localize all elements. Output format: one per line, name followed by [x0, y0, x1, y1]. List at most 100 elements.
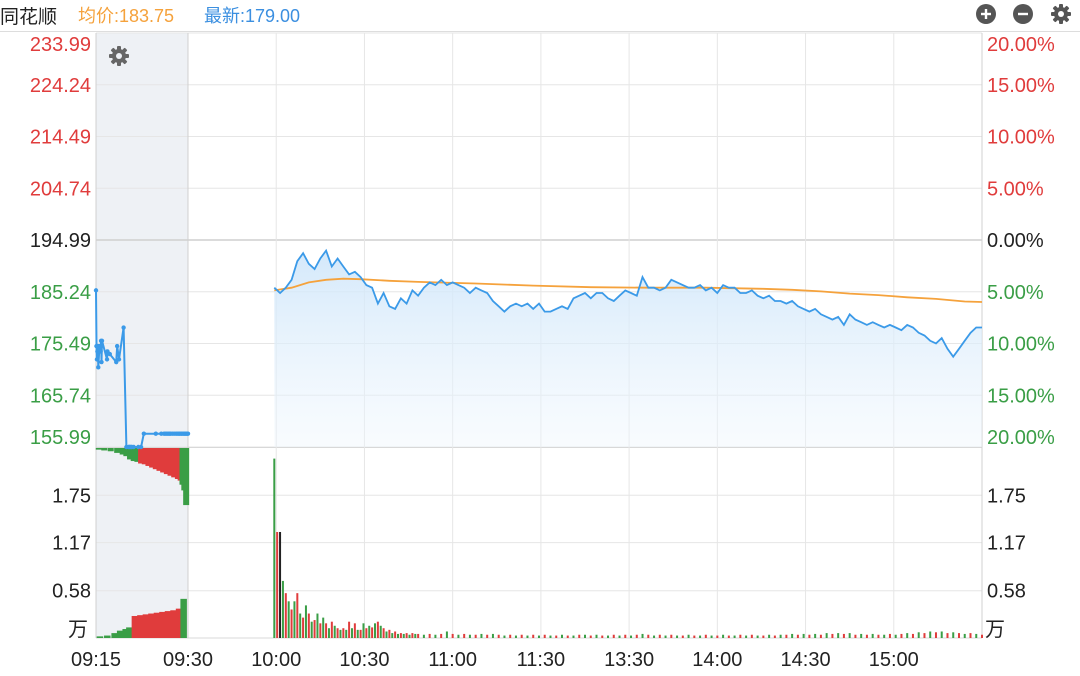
volume-bar: [434, 634, 437, 638]
volume-tick-label: 1.17: [987, 533, 1026, 555]
volume-bar: [310, 621, 313, 638]
volume-bar: [342, 628, 345, 638]
plus-circle-icon[interactable]: [975, 3, 997, 25]
volume-bar: [934, 632, 937, 638]
avg-price-label: 均价:183.75: [78, 6, 175, 26]
volume-bar: [727, 635, 730, 638]
volume-bar: [405, 633, 408, 638]
volume-bar: [325, 623, 328, 638]
volume-bar: [327, 628, 330, 638]
volume-bar: [762, 635, 765, 638]
premarket-volume-bar: [163, 448, 170, 475]
premarket-volume-bar: [96, 636, 104, 638]
volume-bar: [716, 635, 719, 638]
volume-bar: [733, 635, 736, 638]
premarket-volume-bar: [116, 630, 124, 638]
volume-bar: [699, 635, 702, 638]
premarket-price-point: [116, 357, 122, 362]
volume-bar: [917, 632, 920, 638]
volume-bar: [612, 634, 615, 638]
volume-bar: [693, 635, 696, 638]
volume-bar: [946, 633, 949, 638]
volume-bar: [710, 635, 713, 638]
time-tick-label: 11:00: [428, 649, 477, 671]
volume-bar: [819, 634, 822, 638]
premarket-price-point: [99, 359, 104, 365]
volume-bar: [497, 634, 500, 638]
volume-bar: [618, 635, 621, 638]
volume-bar: [414, 633, 417, 638]
price-tick-label: 224.24: [30, 75, 91, 97]
volume-bar: [371, 627, 374, 638]
volume-bar: [368, 625, 371, 638]
volume-bar: [330, 621, 333, 638]
premarket-volume-bar: [137, 615, 144, 638]
premarket-volume-bar: [138, 448, 145, 464]
volume-bar: [641, 633, 644, 638]
premarket-volume-bar: [142, 614, 150, 638]
premarket-price-point: [153, 431, 158, 436]
minus-circle-icon[interactable]: [1012, 3, 1034, 25]
gear-icon[interactable]: [1050, 3, 1072, 25]
premarket-price-point: [185, 431, 191, 436]
gear-icon[interactable]: [109, 46, 129, 66]
volume-bar: [422, 634, 425, 638]
premarket-volume-bar: [101, 448, 108, 451]
volume-tick-label: 1.75: [52, 485, 91, 507]
price-tick-label: 233.99: [30, 34, 91, 56]
volume-bar: [276, 531, 279, 638]
volume-bar: [837, 633, 840, 638]
premarket-volume-bar: [123, 448, 130, 457]
volume-bar: [299, 613, 302, 638]
volume-bar: [952, 632, 955, 638]
volume-bar: [791, 633, 794, 638]
volume-bar: [906, 633, 909, 638]
app-name: 同花顺: [0, 7, 58, 28]
volume-bar: [601, 635, 604, 638]
percent-tick-label: 10.00%: [987, 334, 1055, 356]
premarket-price-point: [141, 431, 147, 436]
premarket-volume-bar: [149, 448, 156, 468]
volume-bar: [814, 633, 817, 638]
volume-bar: [963, 633, 966, 638]
volume-bar: [399, 633, 402, 638]
volume-bar: [589, 635, 592, 638]
premarket-volume-bar: [107, 448, 114, 452]
price-tick-label: 165.74: [30, 385, 91, 407]
volume-bar: [279, 531, 282, 638]
volume-bar: [865, 634, 868, 638]
price-tick-label: 194.99: [30, 230, 91, 252]
premarket-volume-bar: [130, 448, 137, 462]
volume-bar: [566, 635, 569, 638]
percent-tick-label: 15.00%: [987, 385, 1055, 407]
volume-bar: [676, 635, 679, 638]
volume-bar: [555, 635, 558, 638]
volume-bar: [670, 634, 673, 638]
volume-bar: [750, 634, 753, 638]
volume-bar: [509, 634, 512, 638]
volume-bar: [287, 601, 290, 638]
volume-bar: [975, 633, 978, 638]
volume-bar: [304, 605, 307, 638]
volume-bar: [503, 635, 506, 638]
premarket-price-point: [98, 349, 103, 354]
volume-bar: [888, 633, 891, 638]
volume-bar: [785, 634, 788, 638]
premarket-volume-bar: [183, 448, 190, 506]
volume-tick-label: 1.75: [987, 485, 1026, 507]
volume-bar: [402, 633, 405, 638]
price-tick-label: 185.24: [30, 282, 91, 304]
percent-tick-label: 0.00%: [987, 230, 1044, 252]
premarket-volume-bar: [171, 448, 178, 478]
volume-bar: [768, 634, 771, 638]
premarket-volume-bar: [164, 611, 172, 638]
percent-tick-label: 10.00%: [987, 127, 1055, 149]
volume-bar: [635, 634, 638, 638]
volume-bar: [356, 629, 359, 638]
premarket-volume-bar: [152, 448, 159, 470]
volume-tick-label: 0.58: [987, 581, 1026, 603]
volume-bar: [281, 580, 284, 638]
volume-bar: [307, 613, 310, 638]
volume-bar: [313, 620, 316, 638]
